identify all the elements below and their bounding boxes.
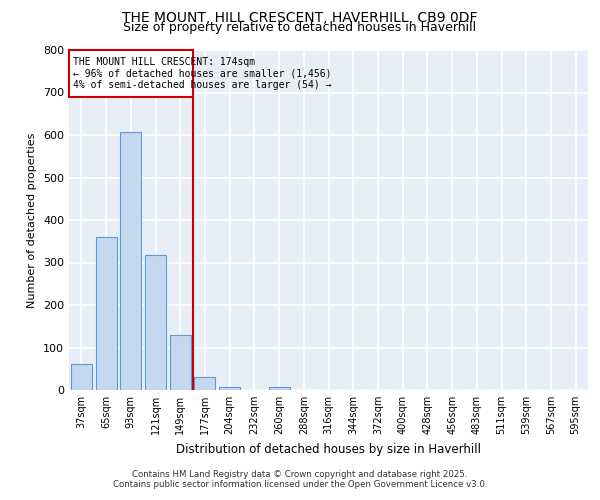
FancyBboxPatch shape	[69, 50, 193, 97]
Bar	[194, 377, 215, 390]
Bar	[170, 335, 191, 390]
Text: THE MOUNT HILL CRESCENT: 174sqm
← 96% of detached houses are smaller (1,456)
4% : THE MOUNT HILL CRESCENT: 174sqm ← 96% of…	[73, 57, 331, 90]
X-axis label: Distribution of detached houses by size in Haverhill: Distribution of detached houses by size …	[176, 442, 481, 456]
Y-axis label: Number of detached properties: Number of detached properties	[28, 132, 37, 308]
Text: THE MOUNT, HILL CRESCENT, HAVERHILL, CB9 0DF: THE MOUNT, HILL CRESCENT, HAVERHILL, CB9…	[122, 11, 478, 25]
Bar	[145, 255, 166, 390]
Bar	[219, 386, 240, 390]
Text: Size of property relative to detached houses in Haverhill: Size of property relative to detached ho…	[124, 22, 476, 35]
Bar	[71, 364, 92, 390]
Bar	[269, 386, 290, 390]
Bar	[95, 237, 116, 390]
Text: Contains HM Land Registry data © Crown copyright and database right 2025.
Contai: Contains HM Land Registry data © Crown c…	[113, 470, 487, 489]
Bar	[120, 132, 141, 390]
